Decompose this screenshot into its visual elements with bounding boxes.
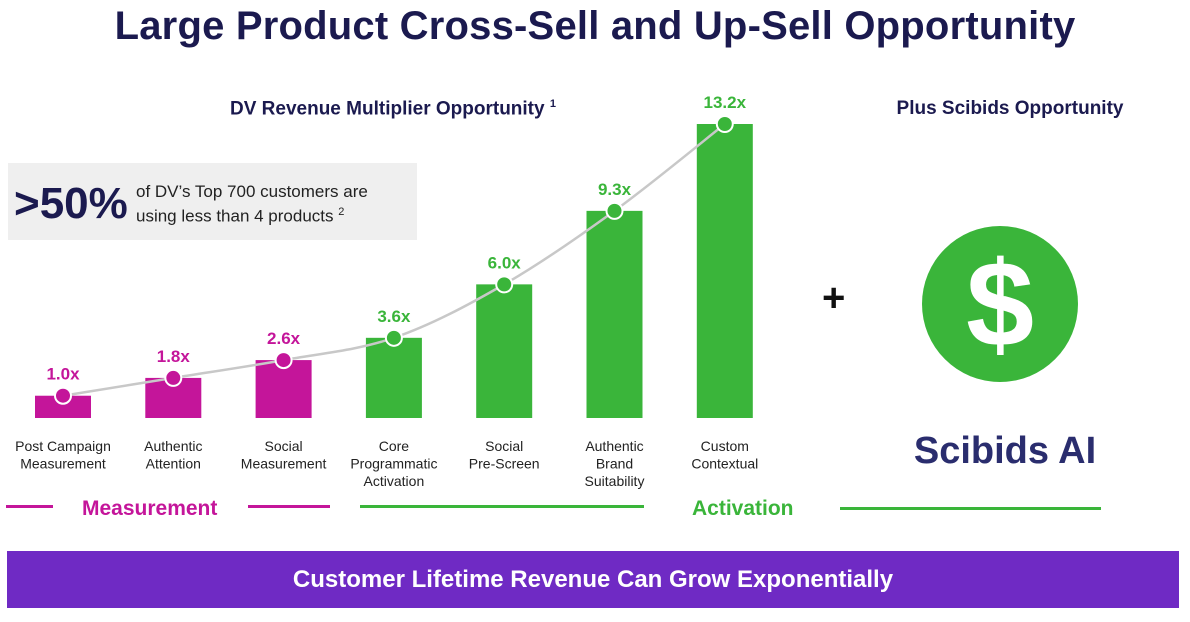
value-label: 9.3x — [598, 180, 632, 199]
bottom-banner: Customer Lifetime Revenue Can Grow Expon… — [7, 551, 1179, 608]
stat-value: >50% — [14, 179, 128, 228]
stat-description: of DV’s Top 700 customers are using less… — [136, 181, 411, 227]
bar — [476, 284, 533, 418]
category-label: Post Campaign Measurement — [15, 438, 111, 472]
value-label: 13.2x — [704, 93, 747, 112]
bar — [255, 360, 312, 418]
category-label: Custom Contextual — [691, 438, 758, 472]
category-label: Social Measurement — [241, 438, 327, 472]
bar — [365, 337, 422, 418]
data-point-marker — [495, 275, 514, 294]
stat-callout: >50% of DV’s Top 700 customers are using… — [8, 163, 417, 240]
measurement-line-right — [248, 505, 330, 508]
value-label: 2.6x — [267, 329, 301, 348]
scibids-name: Scibids AI — [913, 430, 1097, 472]
activation-line-right — [840, 507, 1101, 510]
banner-text: Customer Lifetime Revenue Can Grow Expon… — [292, 566, 894, 593]
stat-text: of DV’s Top 700 customers are using less… — [136, 182, 368, 226]
value-label: 3.6x — [377, 307, 411, 326]
measurement-line-left — [6, 505, 53, 508]
chart-title: DV Revenue Multiplier Opportunity 1 — [230, 98, 556, 120]
category-label: Authentic Brand Suitability — [585, 438, 645, 489]
bar — [35, 395, 91, 418]
activation-group-label: Activation — [692, 497, 794, 520]
chart-title-footnote: 1 — [549, 98, 556, 110]
activation-line-left — [360, 505, 644, 508]
bar — [586, 210, 643, 418]
category-label: Social Pre-Screen — [469, 438, 540, 472]
stat-footnote: 2 — [338, 206, 345, 218]
data-point-marker — [164, 368, 183, 387]
value-label: 1.8x — [157, 347, 191, 366]
page-title: Large Product Cross-Sell and Up-Sell Opp… — [114, 4, 1076, 48]
dollar-icon: $ — [922, 226, 1078, 382]
plus-sign: + — [822, 276, 846, 320]
dollar-symbol: $ — [966, 236, 1034, 372]
data-point-marker — [715, 115, 734, 133]
data-point-marker — [274, 351, 293, 370]
category-label: Authentic Attention — [144, 438, 202, 472]
data-point-marker — [54, 386, 72, 405]
measurement-group-label: Measurement — [82, 497, 218, 520]
value-label: 1.0x — [46, 365, 80, 384]
data-point-marker — [384, 328, 403, 347]
category-label: Core Programmatic Activation — [350, 438, 437, 489]
value-label: 6.0x — [488, 253, 522, 272]
bar — [696, 124, 753, 418]
scibids-heading: Plus Scibids Opportunity — [896, 98, 1124, 119]
data-point-marker — [605, 201, 624, 220]
chart-title-text: DV Revenue Multiplier Opportunity — [230, 98, 545, 120]
